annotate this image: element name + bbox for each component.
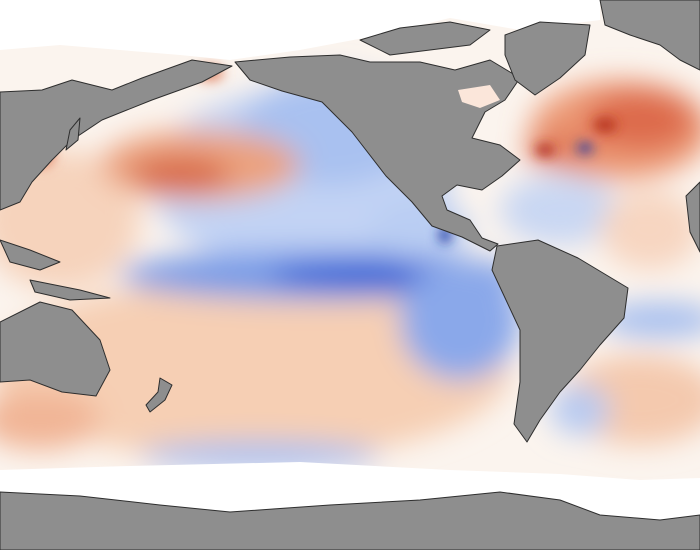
arctic-ice — [0, 0, 600, 60]
land — [0, 0, 700, 531]
antarctica — [0, 491, 700, 550]
hudson-bay — [458, 85, 500, 108]
anomaly-field — [0, 75, 700, 469]
